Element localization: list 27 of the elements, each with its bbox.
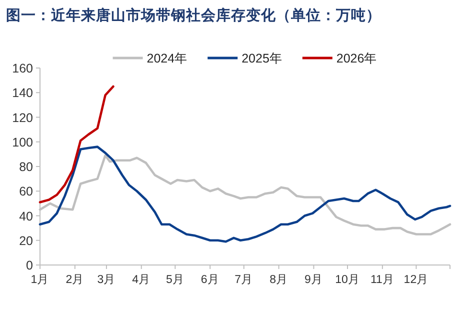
y-tick-label: 20 [19,234,34,248]
x-tick-label: 7月 [234,273,254,286]
x-tick-label: 4月 [132,273,151,286]
line-series [38,85,114,204]
x-tick-label: 9月 [304,273,323,286]
line-series [38,146,452,243]
x-tick-label: 11月 [370,273,394,286]
y-tick-label: 100 [12,135,34,150]
legend-label: 2024年 [146,52,188,66]
y-tick-label: 140 [12,86,34,100]
x-tick-label: 1月 [30,273,50,286]
x-tick-label: 8月 [270,273,288,286]
x-tick-label: 12月 [404,273,429,286]
chart-title: 图一：近年来唐山市场带钢社会库存变化（单位：万吨） [6,6,381,24]
y-tick-label: 120 [12,110,34,125]
y-tick-label: 160 [12,62,34,76]
legend-label: 2026年 [336,52,378,66]
y-tick-label: 40 [19,209,34,224]
y-tick-label: 0 [26,258,34,272]
x-tick-label: 10月 [335,273,360,286]
x-tick-label: 6月 [200,273,220,286]
legend-label: 2025年 [242,52,282,66]
x-tick-label: 3月 [97,273,116,286]
x-tick-label: 5月 [166,273,184,286]
y-tick-label: 60 [19,184,34,199]
y-tick-label: 80 [19,160,34,174]
x-tick-label: 2月 [66,273,84,286]
